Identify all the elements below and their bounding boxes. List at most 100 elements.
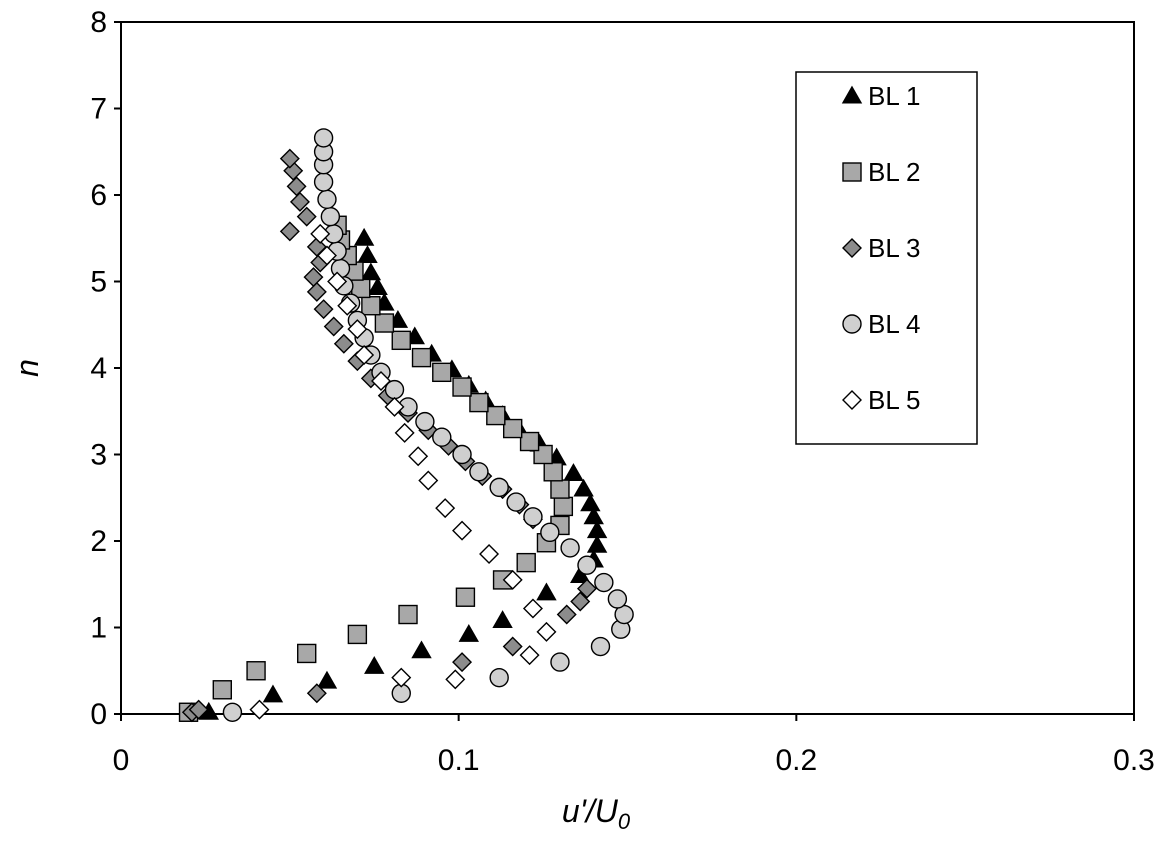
legend-label: BL 3 [868, 233, 921, 263]
legend-item: BL 1 [841, 81, 921, 111]
data-point [553, 496, 574, 517]
data-point [279, 148, 300, 169]
data-point [458, 624, 480, 642]
data-point [297, 643, 317, 664]
data-point [560, 538, 580, 558]
data-point [337, 295, 358, 316]
data-point [543, 462, 563, 482]
data-point [391, 667, 412, 688]
y-tick-label: 0 [90, 698, 107, 731]
x-tick-label: 0.2 [775, 744, 817, 777]
data-point [486, 405, 506, 426]
data-point [516, 552, 536, 573]
data-point [347, 319, 368, 340]
data-point [313, 128, 334, 148]
data-point [452, 377, 472, 397]
x-tick-label: 0.1 [438, 744, 480, 777]
y-tick-label: 4 [90, 352, 107, 385]
data-point [452, 652, 473, 673]
y-tick-label: 8 [90, 6, 107, 39]
data-point [502, 636, 523, 657]
data-point [455, 587, 476, 607]
data-point [411, 640, 432, 659]
data-point [550, 652, 570, 672]
data-point [586, 534, 608, 553]
data-point [371, 370, 391, 391]
data-point [313, 299, 334, 320]
data-point [479, 543, 500, 564]
data-point [361, 296, 381, 316]
y-tick-label: 2 [90, 525, 107, 558]
data-point [432, 362, 452, 383]
series-5 [249, 223, 557, 720]
data-point [573, 478, 594, 497]
data-point [212, 680, 233, 700]
data-point [408, 446, 429, 467]
data-point [188, 699, 209, 720]
y-axis-ticks: 0 1 2 3 4 5 6 7 8 [90, 6, 121, 731]
y-tick-label: 6 [90, 179, 107, 212]
data-point [333, 333, 354, 354]
data-point [452, 520, 473, 541]
x-tick-label: 0 [113, 744, 130, 777]
data-point [357, 245, 378, 263]
data-point [347, 624, 368, 645]
data-point [418, 470, 439, 491]
data-point [327, 271, 348, 292]
data-point [317, 189, 337, 210]
data-point [296, 206, 317, 227]
data-point [522, 598, 543, 619]
legend-marker [842, 162, 862, 182]
data-point [249, 699, 270, 720]
legend-item: BL 2 [842, 157, 921, 187]
data-point [550, 479, 570, 499]
data-point [222, 702, 243, 722]
y-tick-label: 3 [90, 439, 107, 472]
data-point [316, 670, 338, 689]
legend-marker [842, 314, 862, 334]
legend-label: BL 2 [868, 157, 921, 187]
data-point [452, 444, 472, 465]
data-point [445, 669, 466, 690]
data-point [519, 431, 540, 452]
data-point [262, 684, 284, 703]
data-point [492, 610, 513, 629]
data-point [502, 569, 523, 590]
data-point [523, 507, 543, 527]
data-point [576, 578, 597, 599]
series-1 [198, 227, 608, 720]
y-axis-title: n [9, 359, 45, 377]
data-point [489, 667, 509, 688]
data-point [469, 392, 489, 413]
data-point [364, 656, 385, 674]
data-point [540, 522, 560, 543]
data-point [367, 277, 388, 296]
data-point [469, 462, 489, 482]
y-tick-label: 1 [90, 612, 107, 645]
x-tick-label: 0.3 [1113, 744, 1155, 777]
data-point [590, 636, 611, 657]
data-point [536, 621, 557, 642]
data-point [279, 221, 300, 242]
legend-label: BL 5 [868, 385, 921, 415]
data-point [303, 267, 324, 288]
data-point [320, 206, 341, 227]
data-point [489, 477, 509, 498]
data-point [415, 411, 435, 432]
legend-marker [842, 238, 862, 258]
y-tick-label: 5 [90, 266, 107, 299]
data-point [432, 427, 452, 447]
data-point [577, 555, 597, 575]
legend-item: BL 3 [842, 233, 921, 263]
data-point [354, 345, 375, 366]
data-point [586, 520, 608, 539]
data-point [607, 589, 628, 609]
data-point [563, 463, 584, 481]
legend: BL 1 BL 2 BL 3 BL 4 BL 5 [795, 71, 978, 445]
y-tick-label: 7 [90, 93, 107, 126]
legend-item: BL 5 [842, 385, 921, 415]
data-point [313, 172, 334, 192]
data-point [289, 191, 310, 212]
data-point [394, 422, 415, 443]
